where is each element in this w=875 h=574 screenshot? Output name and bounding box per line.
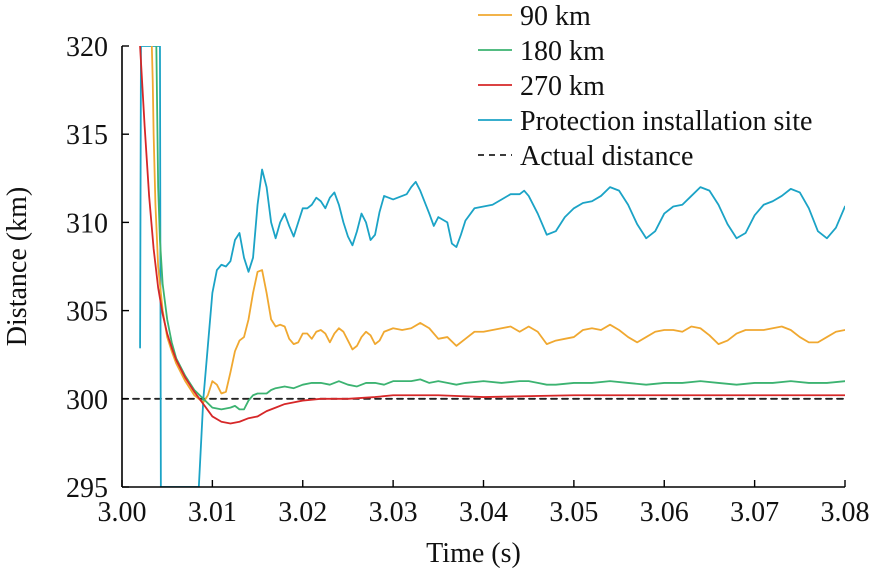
- x-tick-label: 3.06: [640, 497, 689, 528]
- y-tick-label: 315: [66, 120, 108, 151]
- legend-label: 90 km: [520, 1, 591, 32]
- y-tick-label: 295: [66, 473, 108, 504]
- x-tick-label: 3.07: [730, 497, 779, 528]
- x-tick-label: 3.08: [821, 497, 870, 528]
- series-layer: [122, 46, 845, 487]
- y-axis-ticks: 295 300 305 310 315 320: [66, 32, 129, 504]
- x-tick-label: 3.01: [188, 497, 237, 528]
- legend: 90 km 180 km 270 km Protection installation…: [478, 1, 812, 172]
- x-tick-label: 3.02: [278, 497, 327, 528]
- x-tick-label: 3.03: [369, 497, 418, 528]
- y-tick-label: 305: [66, 297, 108, 328]
- legend-label: 180 km: [520, 36, 605, 67]
- series-line-90-km: [150, 46, 845, 404]
- y-tick-label: 320: [66, 32, 108, 63]
- x-tick-label: 3.05: [549, 497, 598, 528]
- legend-label: Protection installation site: [520, 106, 812, 137]
- y-tick-label: 300: [66, 385, 108, 416]
- x-axis-title: Time (s): [426, 538, 521, 569]
- x-tick-label: 3.04: [459, 497, 508, 528]
- series-line-180-km: [155, 46, 845, 411]
- y-tick-label: 310: [66, 208, 108, 239]
- series-line-protection-installation-site: [139, 46, 845, 487]
- legend-label: Actual distance: [520, 141, 693, 172]
- legend-label: 270 km: [520, 71, 605, 102]
- y-axis-title: Distance (km): [2, 187, 33, 346]
- series-line-270-km: [139, 46, 845, 425]
- x-axis-ticks: 3.00 3.01 3.02 3.03 3.04 3.05 3.06 3.07 3.08: [98, 480, 870, 528]
- x-tick-label: 3.00: [98, 497, 147, 528]
